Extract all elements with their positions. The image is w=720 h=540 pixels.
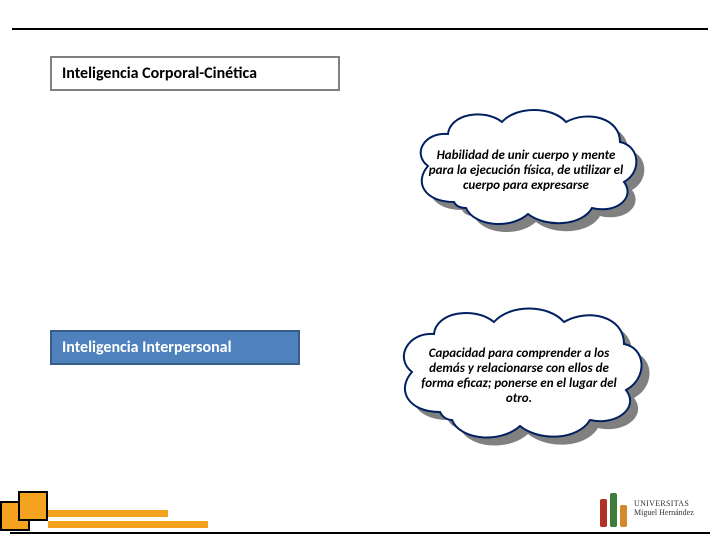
top-divider xyxy=(12,28,708,30)
university-logo: UNIVERSITAS Miguel Hernández xyxy=(598,488,708,530)
logo-mark-icon xyxy=(598,491,630,527)
logo-line2: Miguel Hernández xyxy=(634,509,694,518)
footer-divider xyxy=(10,532,710,534)
heading-corporal-cinetica: Inteligencia Corporal-Cinética xyxy=(50,56,340,91)
footer-accent-icon xyxy=(0,493,96,531)
logo-text: UNIVERSITAS Miguel Hernández xyxy=(634,500,694,518)
heading-interpersonal-label: Inteligencia Interpersonal xyxy=(62,338,232,357)
cloud-interpersonal-text: Capacidad para comprender a los demás y … xyxy=(416,326,622,428)
cloud-corporal-text: Habilidad de unir cuerpo y mente para la… xyxy=(428,126,624,217)
cloud-interpersonal: Capacidad para comprender a los demás y … xyxy=(388,302,650,452)
heading-interpersonal: Inteligencia Interpersonal xyxy=(50,330,300,365)
cloud-corporal: Habilidad de unir cuerpo y mente para la… xyxy=(406,104,646,239)
heading-corporal-label: Inteligencia Corporal-Cinética xyxy=(62,64,257,83)
slide-footer: UNIVERSITAS Miguel Hernández xyxy=(0,480,720,540)
